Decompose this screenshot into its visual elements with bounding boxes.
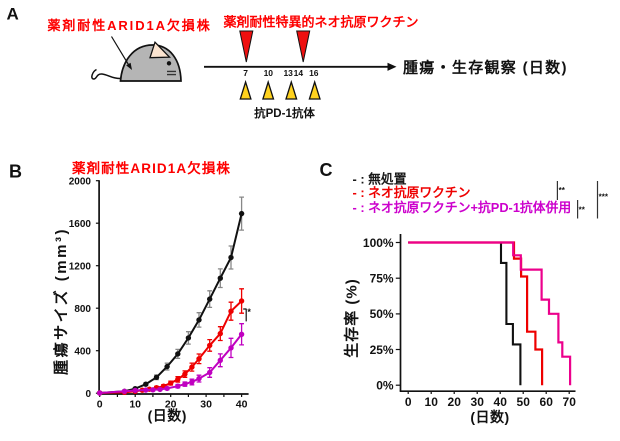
svg-text:(日数): (日数) — [470, 409, 509, 425]
svg-text:C: C — [320, 160, 333, 180]
svg-text:20: 20 — [165, 398, 177, 410]
svg-text:B: B — [9, 162, 22, 182]
svg-text:**: ** — [579, 206, 586, 215]
svg-text:1200: 1200 — [69, 261, 92, 272]
svg-text:*: * — [247, 307, 251, 317]
svg-text:13: 13 — [283, 68, 293, 78]
svg-text:**: ** — [559, 186, 566, 195]
svg-text:腫瘍・生存観察 (日数): 腫瘍・生存観察 (日数) — [403, 58, 568, 76]
svg-text:0: 0 — [85, 389, 91, 400]
svg-text:薬剤耐性特異的ネオ抗原ワクチン: 薬剤耐性特異的ネオ抗原ワクチン — [223, 14, 419, 29]
svg-text:抗PD-1抗体: 抗PD-1抗体 — [254, 106, 315, 120]
svg-text:0%: 0% — [376, 379, 394, 393]
svg-text:14: 14 — [294, 68, 304, 78]
svg-text:50%: 50% — [370, 307, 394, 321]
svg-text:10: 10 — [425, 395, 439, 409]
svg-text:100%: 100% — [363, 236, 394, 250]
svg-text:1600: 1600 — [69, 219, 92, 230]
svg-text:(日数): (日数) — [148, 408, 187, 424]
svg-text:薬剤耐性ARID1A欠損株: 薬剤耐性ARID1A欠損株 — [47, 18, 212, 33]
svg-text:生存率 (%): 生存率 (%) — [343, 278, 361, 358]
svg-text:30: 30 — [471, 395, 485, 409]
svg-text:70: 70 — [563, 395, 577, 409]
svg-text:- : ネオ抗原ワクチン+抗PD-1抗体併用: - : ネオ抗原ワクチン+抗PD-1抗体併用 — [353, 200, 572, 215]
svg-text:0: 0 — [97, 398, 103, 410]
svg-text:7: 7 — [243, 68, 248, 78]
svg-text:***: *** — [599, 192, 609, 201]
svg-text:10: 10 — [264, 68, 274, 78]
svg-text:腫瘍サイズ (mm³): 腫瘍サイズ (mm³) — [52, 227, 70, 375]
svg-text:16: 16 — [309, 68, 319, 78]
svg-text:25%: 25% — [370, 343, 394, 357]
svg-text:40: 40 — [494, 395, 508, 409]
svg-text:- : 無処置: - : 無処置 — [353, 172, 407, 187]
svg-text:20: 20 — [448, 395, 462, 409]
svg-text:30: 30 — [200, 398, 212, 410]
svg-text:- : ネオ抗原ワクチン: - : ネオ抗原ワクチン — [353, 185, 471, 200]
svg-text:400: 400 — [74, 346, 91, 357]
svg-text:10: 10 — [129, 398, 141, 410]
svg-text:A: A — [7, 5, 19, 24]
svg-text:50: 50 — [517, 395, 531, 409]
svg-text:0: 0 — [405, 395, 412, 409]
svg-text:薬剤耐性ARID1A欠損株: 薬剤耐性ARID1A欠損株 — [72, 160, 231, 176]
svg-text:75%: 75% — [370, 272, 394, 286]
svg-text:2000: 2000 — [69, 176, 92, 187]
svg-text:800: 800 — [74, 304, 91, 315]
svg-text:60: 60 — [540, 395, 554, 409]
svg-text:40: 40 — [236, 398, 248, 410]
